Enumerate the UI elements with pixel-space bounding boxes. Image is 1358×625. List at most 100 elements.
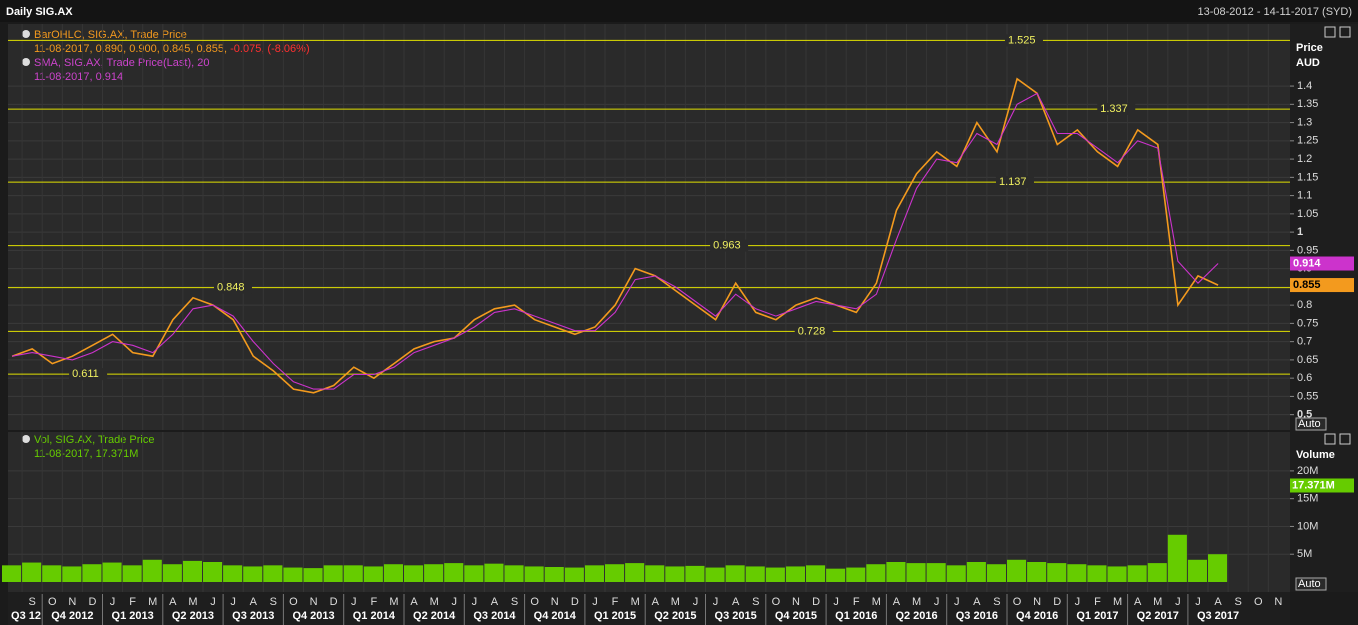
x-tick-label: J (1075, 596, 1081, 608)
x-tick-label: A (893, 596, 901, 608)
x-tick-label: M (631, 596, 640, 608)
close-button[interactable] (1339, 26, 1351, 38)
y-tick-label: 15M (1297, 493, 1318, 505)
legend-icon[interactable] (22, 30, 30, 38)
volume-bar (806, 565, 826, 582)
volume-bar (1187, 559, 1207, 582)
x-tick-label: J (210, 596, 216, 608)
quarter-label: Q1 2017 (1076, 610, 1118, 622)
volume-bar (665, 566, 685, 582)
quarter-label: Q1 2016 (835, 610, 877, 622)
x-tick-label: J (954, 596, 960, 608)
volume-bar (705, 567, 725, 582)
level-label: 0.848 (217, 282, 245, 294)
close-button[interactable] (1339, 433, 1351, 445)
x-tick-label: D (1053, 596, 1061, 608)
quarter-label: Q1 2015 (594, 610, 636, 622)
volume-bar (725, 565, 745, 582)
volume-bar (504, 565, 524, 582)
x-tick-label: A (1134, 596, 1142, 608)
auto-label[interactable]: Auto (1298, 418, 1321, 430)
x-tick-label: F (370, 596, 377, 608)
volume-bar (765, 567, 785, 582)
auto-label[interactable]: Auto (1298, 578, 1321, 590)
volume-bar (645, 565, 665, 582)
volume-bar (464, 565, 484, 582)
volume-bar (846, 567, 866, 582)
axis-panel (1290, 24, 1358, 592)
legend-values: 11-08-2017, 0.890, 0.900, 0.845, 0.855, (34, 43, 230, 55)
level-label-bg (1004, 34, 1043, 47)
volume-bar (182, 560, 202, 582)
x-tick-label: N (792, 596, 800, 608)
volume-bar (564, 567, 584, 582)
volume-bar (424, 564, 444, 582)
level-label-bg (794, 325, 833, 338)
volume-bar (1127, 565, 1147, 582)
x-tick-label: A (250, 596, 258, 608)
volume-bar (1208, 554, 1228, 582)
volume-bar (243, 566, 263, 582)
volume-bar (866, 564, 886, 582)
level-label: 1.137 (999, 176, 1027, 188)
volume-bar (1027, 562, 1047, 582)
x-tick-label: S (511, 596, 518, 608)
legend-name: SMA, SIG.AX, Trade Price(Last), 20 (34, 57, 209, 69)
legend-info: 11-08-2017, 17.371M (34, 448, 138, 460)
x-tick-label: J (592, 596, 598, 608)
volume-bar (162, 564, 182, 582)
volume-bar (223, 565, 243, 582)
level-label: 1.337 (1100, 103, 1128, 115)
x-tick-label: S (1234, 596, 1241, 608)
auto-button[interactable] (1295, 417, 1327, 431)
x-tick-label: M (1113, 596, 1122, 608)
level-label-bg (1097, 103, 1136, 116)
x-tick-label: N (310, 596, 318, 608)
title: Daily SIG.AX (6, 6, 73, 18)
volume-bar (42, 565, 62, 582)
value-tag (1290, 278, 1354, 293)
volume-bar (524, 566, 544, 582)
x-tick-label: M (671, 596, 680, 608)
legend-icon[interactable] (22, 58, 30, 66)
volume-bar (685, 565, 705, 582)
x-tick-label: O (530, 596, 539, 608)
x-tick-label: F (612, 596, 619, 608)
x-tick-label: O (1254, 596, 1263, 608)
x-tick-label: O (1013, 596, 1022, 608)
x-tick-label: A (491, 596, 499, 608)
quarter-label: Q2 2017 (1137, 610, 1179, 622)
y-tick-label: 1.15 (1297, 171, 1318, 183)
y-tick-label: 1.1 (1297, 190, 1312, 202)
title-bar (0, 0, 1358, 22)
quarter-label: Q3 2015 (715, 610, 757, 622)
auto-button[interactable] (1295, 577, 1327, 591)
volume-bar (1007, 559, 1027, 582)
y-tick-label: 0.95 (1297, 244, 1318, 256)
y-tick-label: 1.35 (1297, 98, 1318, 110)
y-tick-label: 5M (1297, 548, 1312, 560)
level-label-bg (995, 176, 1034, 189)
level-label: 0.611 (72, 368, 99, 380)
x-tick-label: J (230, 596, 236, 608)
x-tick-label: N (68, 596, 76, 608)
volume-bar (605, 564, 625, 582)
x-tick-label: O (772, 596, 781, 608)
x-tick-label: F (853, 596, 860, 608)
x-tick-label: D (571, 596, 579, 608)
date-range: 13-08-2012 - 14-11-2017 (SYD) (1198, 6, 1353, 18)
legend-icon[interactable] (22, 435, 30, 443)
volume-bar (2, 565, 22, 582)
y-tick-label: 1.4 (1297, 80, 1312, 92)
volume-bar (122, 565, 142, 582)
volume-bar (926, 563, 946, 582)
volume-bar (383, 564, 403, 582)
x-tick-label: J (1195, 596, 1201, 608)
value-tag-label: 0.914 (1293, 257, 1321, 269)
restore-button[interactable] (1324, 433, 1336, 445)
y-tick-label: 1.25 (1297, 135, 1318, 147)
y-tick-label: 10M (1297, 520, 1318, 532)
legend-name: BarOHLC, SIG.AX, Trade Price (34, 29, 187, 41)
restore-button[interactable] (1324, 26, 1336, 38)
